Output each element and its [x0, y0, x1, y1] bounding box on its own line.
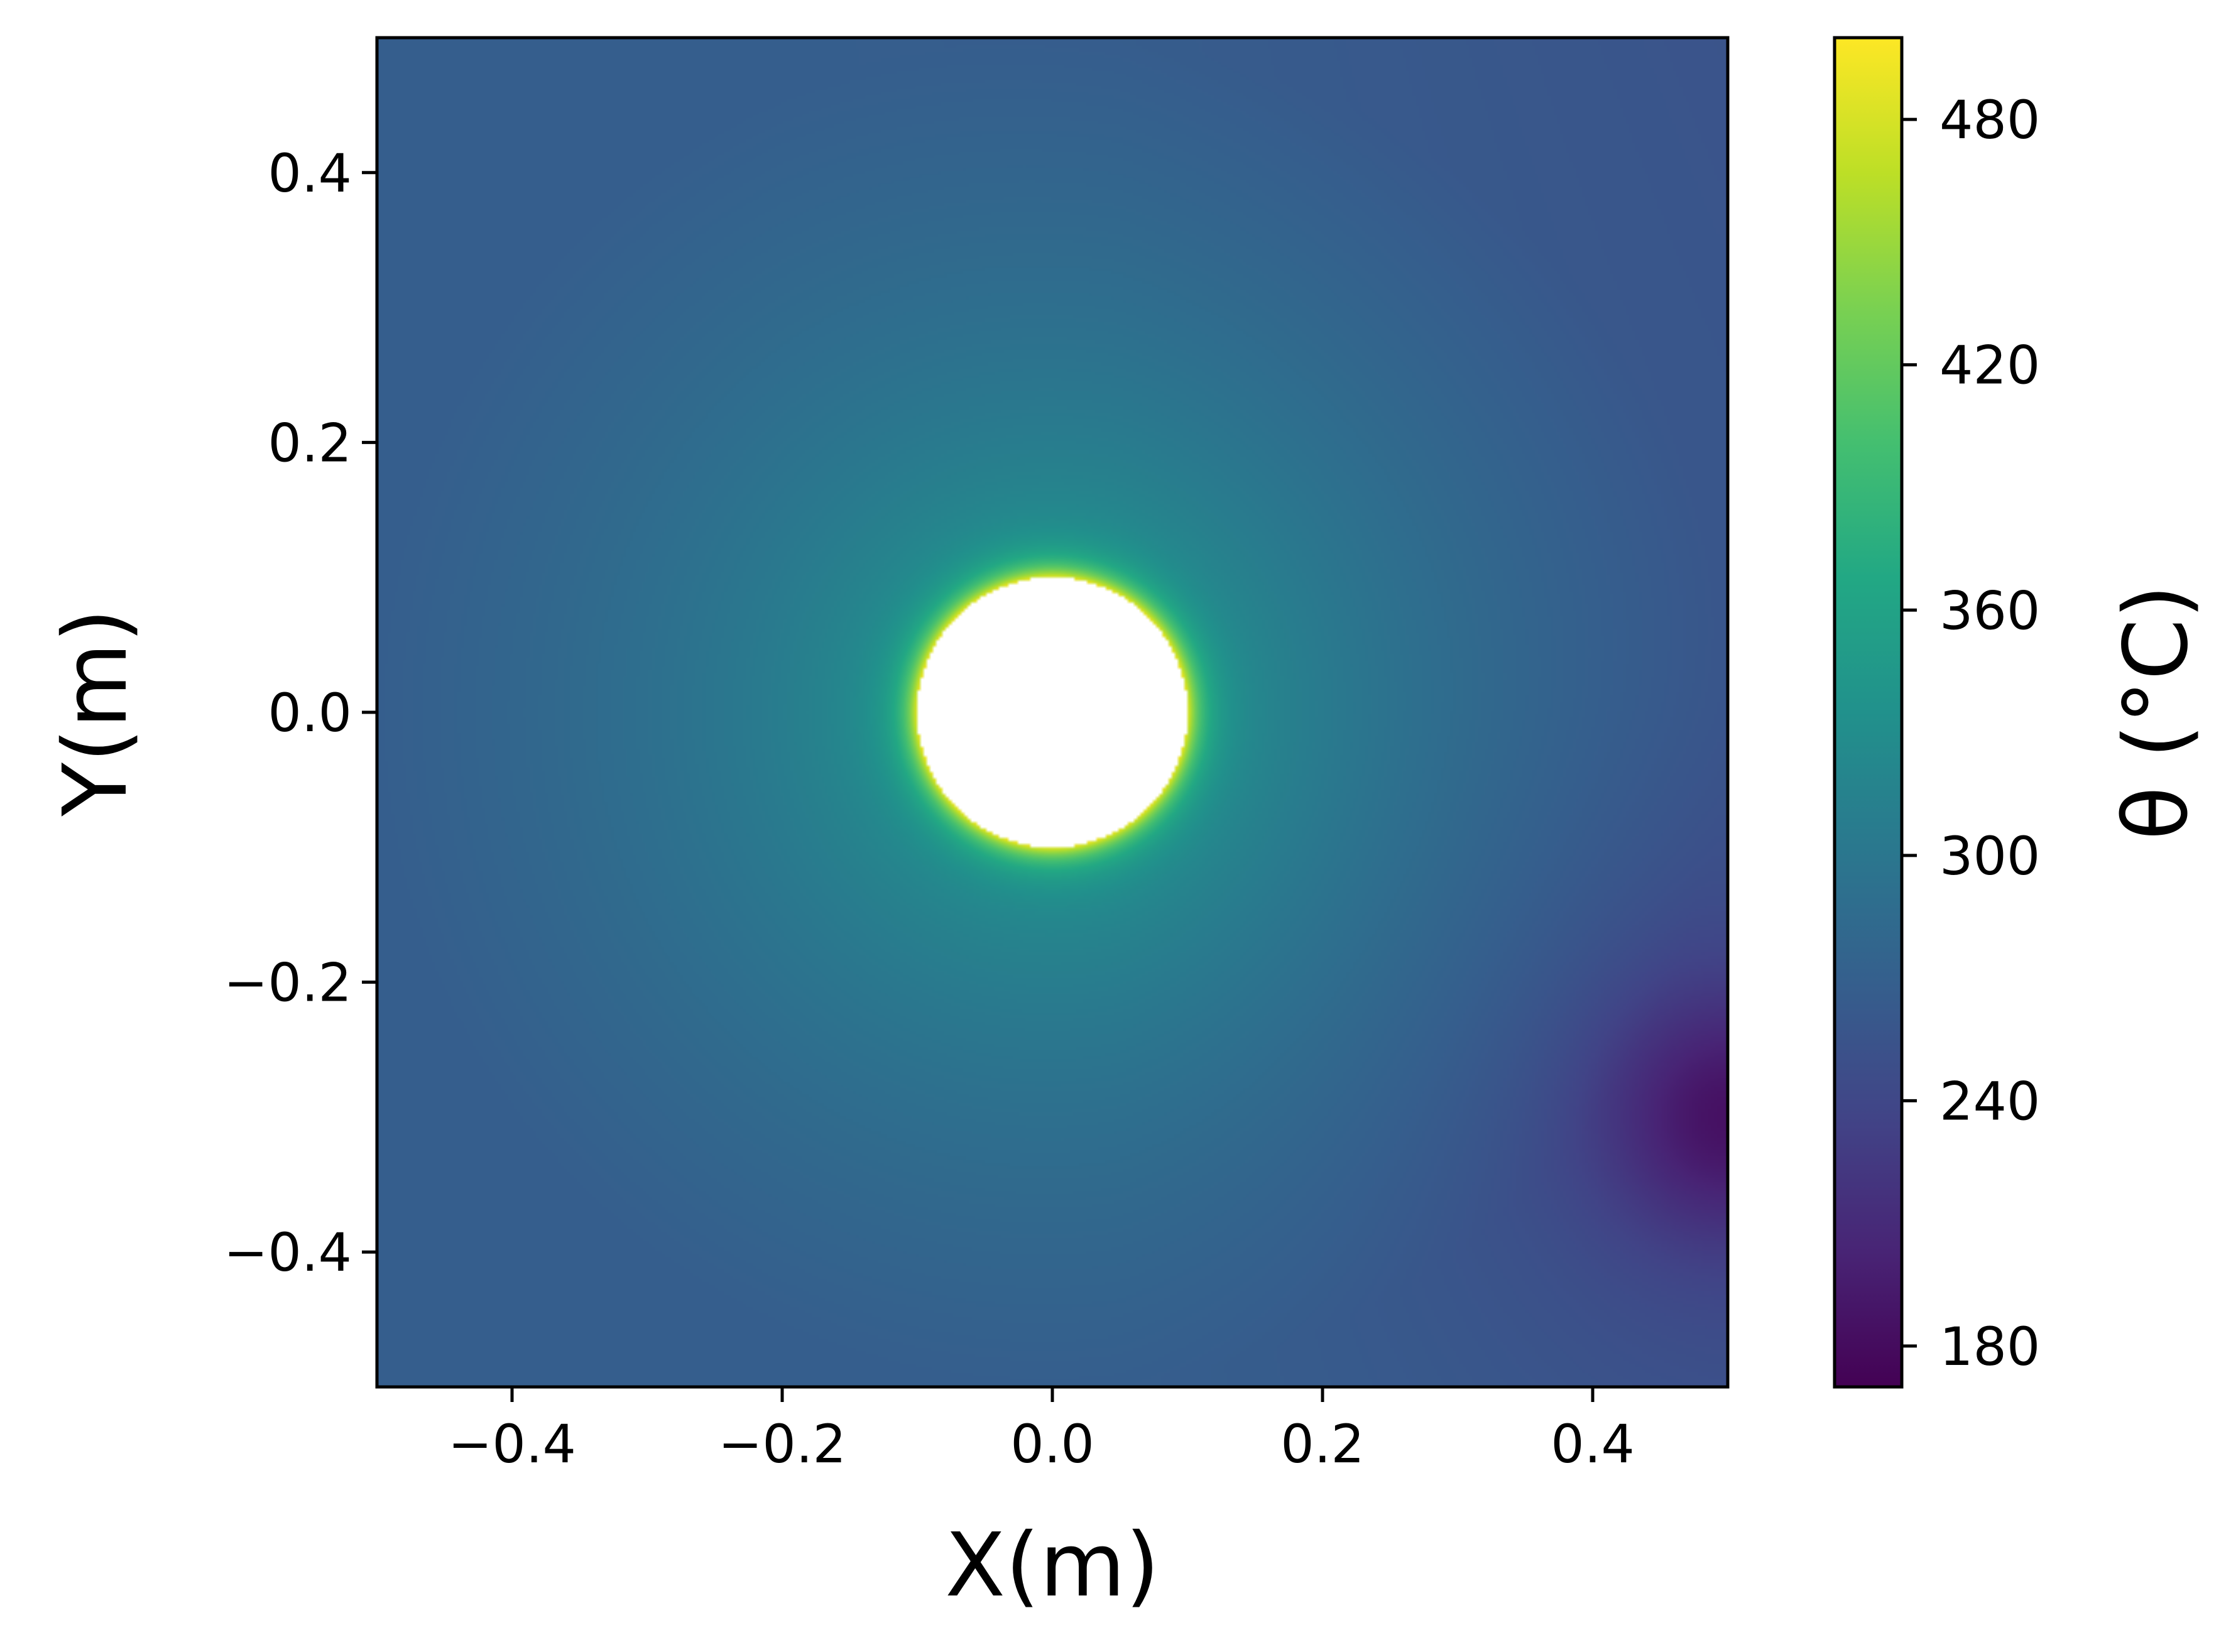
colorbar-tick-label: 240: [1939, 1070, 2040, 1132]
y-tick-label: 0.2: [268, 412, 352, 474]
heatmap-plot-area: [377, 38, 1728, 1387]
y-tick-label: 0.4: [268, 143, 352, 204]
y-tick-label: −0.4: [224, 1222, 352, 1283]
x-tick-label: 0.0: [1010, 1413, 1094, 1475]
y-tick-label: −0.2: [224, 952, 352, 1014]
colorbar-gradient: [1835, 38, 1902, 1387]
colorbar-frame: [1833, 36, 1904, 1389]
colorbar-label: θ (°C): [2105, 584, 2208, 840]
colorbar-tick-label: 420: [1939, 335, 2040, 396]
x-tick-label: −0.2: [718, 1413, 846, 1475]
y-tick-label: 0.0: [268, 682, 352, 744]
colorbar-tick-label: 180: [1939, 1316, 2040, 1378]
y-axis-label: Y(m): [45, 608, 147, 817]
x-tick-label: 0.2: [1280, 1413, 1365, 1475]
y-axis: −0.4 −0.2 0.0 0.2 0.4: [224, 143, 377, 1283]
heatmap-field: [377, 38, 1728, 1387]
colorbar-tick-label: 480: [1939, 89, 2040, 151]
x-axis-label: X(m): [945, 1514, 1160, 1617]
colorbar-tick-label: 360: [1939, 580, 2040, 641]
x-tick-label: 0.4: [1551, 1413, 1635, 1475]
colorbar-tick-label: 300: [1939, 825, 2040, 887]
x-axis: −0.4 −0.2 0.0 0.2 0.4: [448, 1387, 1635, 1475]
x-tick-label: −0.4: [448, 1413, 576, 1475]
colorbar-ticks: 180 240 300 360 420 480: [1902, 89, 2040, 1378]
colorbar: 180 240 300 360 420 480 θ (°C): [1833, 36, 2208, 1389]
